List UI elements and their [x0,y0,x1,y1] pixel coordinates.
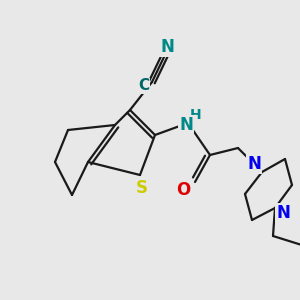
Text: O: O [176,181,190,199]
Text: N: N [179,116,193,134]
Text: N: N [160,38,174,56]
Text: C: C [138,79,150,94]
Text: N: N [247,155,261,173]
Text: N: N [276,204,290,222]
Text: H: H [190,108,202,122]
Text: S: S [136,179,148,197]
